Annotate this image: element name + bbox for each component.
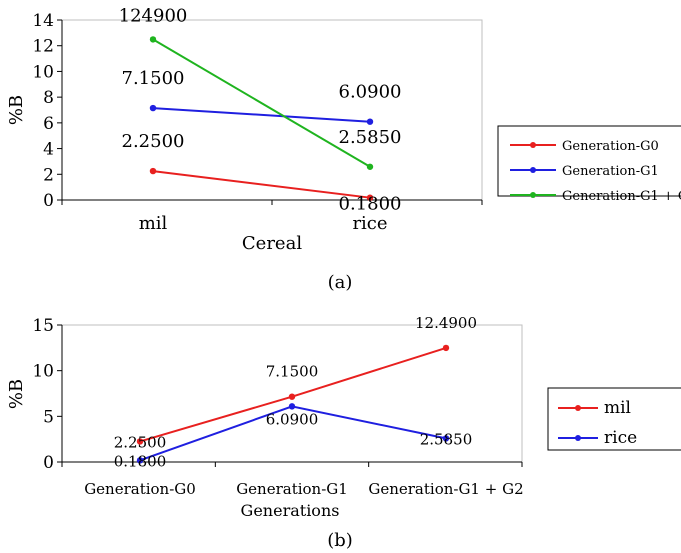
chart-b-data-point (136, 457, 144, 464)
chart-b-y-tick-label: 10 (32, 362, 54, 382)
chart-b-data-point (288, 403, 296, 410)
chart-a-data-label: 2.2500 (122, 131, 185, 152)
chart-b-data-point (288, 393, 296, 400)
chart-a-y-tick-label: 6 (43, 114, 54, 134)
chart-b-y-ticks: 0 5 10 15 (32, 316, 62, 473)
chart-a-legend-marker (530, 142, 536, 148)
chart-b-y-axis-label: %B (6, 379, 27, 409)
chart-b-x-tick-label: Generation-G1 (236, 480, 348, 498)
chart-a-data-point (366, 118, 374, 125)
chart-b-y-tick-label: 5 (43, 407, 54, 427)
chart-a-legend-label: Generation-G1 + G2 (562, 189, 681, 204)
chart-a-data-point (149, 36, 157, 43)
chart-b-legend-marker (575, 435, 581, 441)
chart-a-y-tick-label: 2 (43, 165, 54, 185)
chart-a-series-line-3 (152, 38, 371, 168)
chart-b-legend-marker (575, 405, 581, 411)
chart-b-data-point (442, 435, 450, 442)
chart-a-data-point (366, 163, 374, 170)
chart-a-y-tick-label: 14 (32, 11, 54, 31)
chart-a-x-axis-label: Cereal (242, 233, 302, 254)
chart-b-x-axis-label: Generations (241, 501, 340, 520)
chart-a-x-ticks: mil rice (61, 200, 483, 234)
chart-a-y-tick-label: 0 (43, 191, 54, 211)
chart-b-x-ticks: Generation-G0 Generation-G1 Generation-G1 … (61, 462, 524, 498)
chart-a-data-label: 2.5850 (339, 127, 402, 148)
chart-a-y-ticks: 0 2 4 6 8 10 12 14 (32, 11, 62, 211)
chart-a-data-label: 6.0900 (339, 82, 402, 103)
chart-b-legend-box (547, 387, 681, 451)
chart-a-legend-marker (530, 167, 536, 173)
chart-b-series (136, 344, 450, 464)
chart-b-data-label: 12.4900 (415, 314, 477, 332)
chart-b-x-tick-label: Generation-G1 + G2 (368, 480, 523, 498)
chart-a-y-tick-label: 4 (43, 140, 54, 160)
chart-a-legend-label: Generation-G0 (562, 139, 659, 154)
chart-a-series-line-1 (152, 170, 371, 199)
chart-b-data-label: 7.1500 (266, 363, 319, 381)
chart-a-series-line-2 (152, 107, 371, 123)
chart-a-data-label: 7.1500 (122, 68, 185, 89)
chart-b-y-tick-label: 0 (43, 453, 54, 473)
chart-b-panel-label: (b) (327, 530, 353, 551)
chart-b-data-label: 0.1800 (114, 452, 167, 470)
chart-a-y-axis-label: %B (6, 95, 27, 125)
chart-a-series (149, 36, 374, 201)
chart-b-data-point (442, 344, 450, 352)
chart-b-data-label: 2.5850 (420, 430, 473, 448)
chart-b-legend-label: mil (604, 398, 631, 418)
chart-a-data-label: 124900 (119, 5, 188, 26)
chart-a: 0 2 4 6 8 10 12 14 mil rice 2.2500 0.1800 7.1500 6.… (6, 5, 681, 293)
chart-b-data-point (136, 438, 144, 445)
chart-a-data-point (149, 104, 157, 112)
chart-a-legend: Generation-G0 Generation-G1 Generation-G1 … (510, 139, 681, 204)
chart-b-y-tick-label: 15 (32, 316, 54, 336)
chart-a-x-tick-label: rice (352, 213, 387, 234)
chart-a-panel-label: (a) (328, 272, 353, 293)
chart-a-x-tick-label: mil (139, 213, 168, 234)
chart-a-legend-marker (530, 192, 536, 198)
chart-b-data-labels: 2.2500 7.1500 12.4900 0.1800 6.0900 2.5850 (114, 314, 477, 470)
chart-a-legend-label: Generation-G1 (562, 164, 659, 179)
chart-b-data-label: 6.0900 (266, 410, 319, 428)
chart-a-data-point (366, 194, 374, 201)
chart-a-y-tick-label: 10 (32, 62, 54, 82)
chart-a-data-label: 0.1800 (339, 194, 402, 215)
chart-a-y-tick-label: 12 (32, 37, 54, 57)
chart-b-data-label: 2.2500 (114, 433, 167, 451)
chart-a-legend-box (497, 125, 681, 197)
chart-b-legend-label: rice (604, 428, 637, 448)
chart-a-data-labels: 2.2500 0.1800 7.1500 6.0900 124900 2.5850 (119, 5, 402, 214)
chart-a-y-tick-label: 8 (43, 88, 54, 108)
chart-b-x-tick-label: Generation-G0 (84, 480, 196, 498)
chart-b-legend: mil rice (558, 398, 637, 448)
chart-a-data-point (149, 167, 157, 175)
